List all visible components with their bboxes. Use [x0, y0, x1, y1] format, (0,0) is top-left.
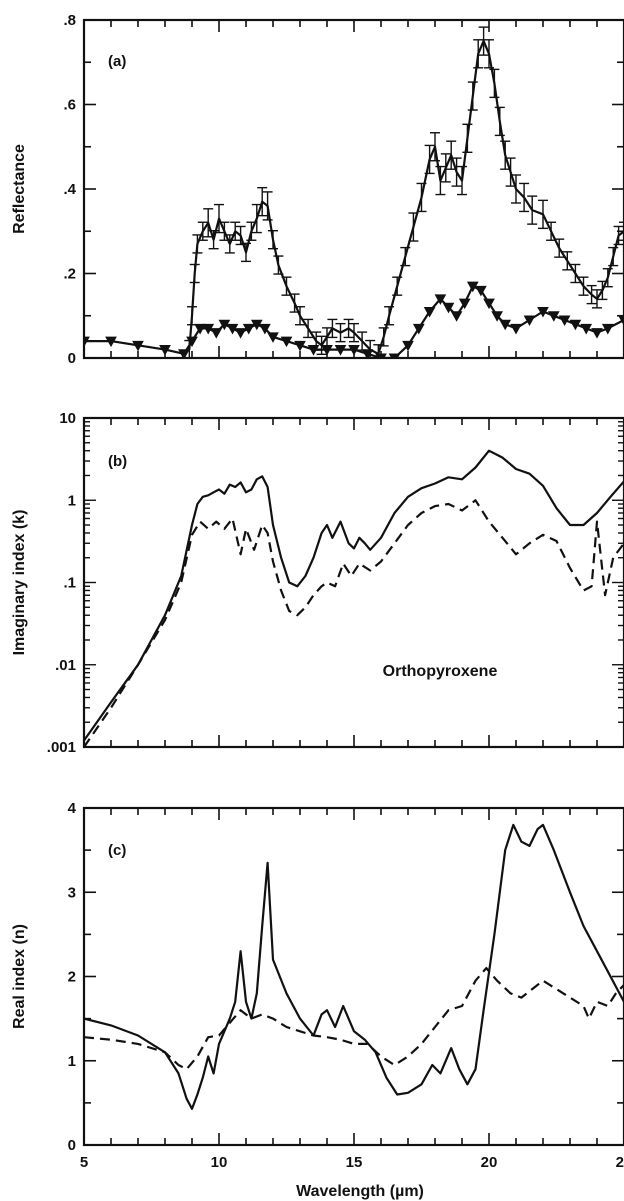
- panel-a-series-2-marker: [558, 315, 571, 327]
- panel-c-y-tick-label: 2: [68, 969, 76, 986]
- panel-c-frame: [82, 806, 624, 1147]
- panel-a-series-2-marker: [466, 281, 479, 293]
- panel-c-label: (c): [108, 842, 126, 859]
- panel-c-x-tick-label: 5: [80, 1154, 88, 1171]
- panel-a-series-2-marker: [423, 307, 436, 318]
- panel-a-series-2-marker: [218, 319, 231, 331]
- panel-a-series-2-marker: [307, 345, 320, 356]
- panel-c-y-tick-label: 3: [68, 884, 76, 901]
- panel-b-series-2-line: [84, 499, 624, 747]
- panel-a-series-1-line: [188, 40, 624, 355]
- panel-a-series-2-marker: [483, 298, 495, 310]
- panel-a-series-2-marker: [280, 336, 293, 348]
- panel-a-y-tick-label: .2: [63, 266, 76, 283]
- panel-c-series-2-line: [84, 967, 624, 1071]
- panel-a-series-2-marker: [202, 323, 215, 335]
- panel-a-series-2-marker: [388, 353, 401, 358]
- panel-a-series-2-marker: [259, 323, 271, 335]
- panel-a-series-2-marker: [569, 319, 582, 331]
- panel-a-series-2-marker: [618, 315, 624, 327]
- panel-a-series-2-marker: [267, 332, 279, 343]
- panel-a-series-2-marker: [510, 323, 522, 335]
- panel-c-x-tick-label: 10: [211, 1154, 228, 1171]
- panel-a-series-2-marker: [105, 336, 117, 348]
- panel-b-y-tick-label: 1: [68, 492, 76, 509]
- panel-a-series-2-marker: [491, 311, 503, 322]
- panel-a-y-tick-label: .8: [63, 12, 76, 29]
- panel-a-series-2-marker: [348, 345, 360, 356]
- panel-a-series-2-marker: [601, 323, 614, 335]
- panel-c-x-tick-label: 25: [616, 1154, 624, 1171]
- panel-c-y-tick-label: 0: [68, 1137, 76, 1154]
- panel-a-series-2-marker: [226, 323, 239, 335]
- panel-a-series-2-marker: [591, 328, 603, 339]
- panel-c-y-axis-label: Real index (n): [11, 924, 28, 1029]
- panel-b-frame: [82, 416, 624, 749]
- panel-a-series-2-marker: [442, 302, 455, 314]
- panel-a-y-tick-label: 0: [68, 350, 76, 367]
- panel-a-series-2-marker: [242, 323, 255, 335]
- panel-b-y-tick-label: .01: [55, 657, 76, 674]
- panel-a-series-2-marker: [375, 353, 387, 358]
- panel-a-series-2-marker: [523, 315, 536, 327]
- panel-a-series-2-marker: [580, 323, 593, 335]
- panel-c-x-tick-label: 20: [481, 1154, 498, 1171]
- panel-a-series-2-marker: [412, 323, 425, 335]
- panel-b-annotation: Orthopyroxene: [383, 663, 498, 680]
- panel-a-series-2-marker: [458, 298, 471, 310]
- panel-c-y-tick-label: 4: [68, 800, 77, 817]
- panel-a-y-tick-label: .4: [63, 181, 76, 198]
- panel-b-y-tick-label: 10: [59, 410, 76, 427]
- panel-a-series-2-marker: [194, 323, 206, 335]
- panel-a-series-2-marker: [132, 340, 144, 352]
- panel-a-series-2-marker: [537, 307, 549, 318]
- panel-b-series-1-line: [84, 449, 624, 742]
- panel-b-y-tick-label: .1: [63, 575, 76, 592]
- panel-c-y-tick-label: 1: [68, 1053, 76, 1070]
- panel-a-series-2-marker: [321, 345, 333, 356]
- panel-a-series-2-marker: [159, 345, 171, 356]
- panel-a-series-2-marker: [434, 294, 447, 305]
- panel-a-series-2-marker: [294, 340, 306, 352]
- panel-c-series-1-line: [84, 823, 624, 1110]
- panel-a-series-2-marker: [402, 340, 414, 352]
- panel-a-series-2-marker: [361, 349, 374, 358]
- panel-b-y-tick-label: .001: [47, 739, 76, 756]
- panel-a-y-axis-label: Reflectance: [11, 144, 28, 234]
- panel-a-series-2-marker: [84, 336, 90, 348]
- panel-a-series-2-marker: [334, 345, 347, 356]
- panel-a-series-2-marker: [475, 285, 487, 297]
- panel-a-series-2-marker: [499, 319, 512, 331]
- panel-a-series-2-marker: [210, 328, 223, 339]
- panel-a-series-2-marker: [547, 311, 560, 322]
- panel-a-series-2-marker: [450, 311, 463, 322]
- panel-a-label: (a): [108, 53, 126, 70]
- panel-b-y-axis-label: Imaginary index (k): [11, 510, 28, 656]
- panel-a-y-tick-label: .6: [63, 97, 76, 114]
- panel-c-x-tick-label: 15: [346, 1154, 363, 1171]
- panel-a-series-2-marker: [186, 336, 198, 348]
- panel-a-series-2-marker: [178, 349, 190, 358]
- panel-a-series-2-marker: [234, 328, 247, 339]
- panel-b-label: (b): [108, 453, 127, 470]
- panel-c-x-axis-label: Wavelength (µm): [296, 1183, 424, 1200]
- panel-a-series-2-marker: [250, 319, 263, 331]
